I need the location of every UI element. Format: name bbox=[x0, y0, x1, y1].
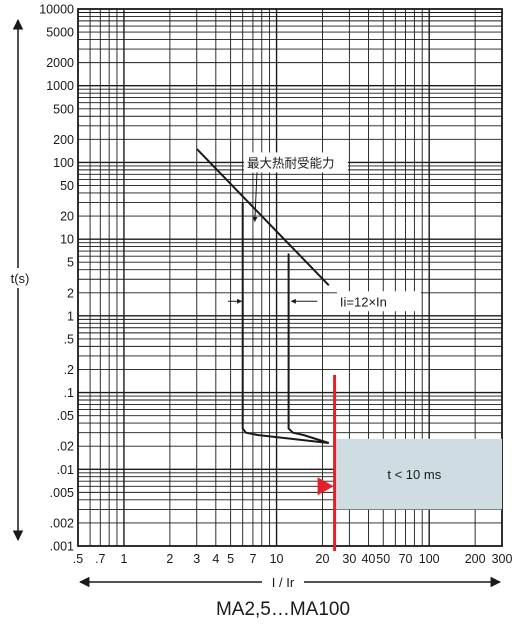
y-tick-label: .002 bbox=[50, 516, 74, 530]
y-tick-label: 100 bbox=[53, 156, 74, 170]
x-tick-label: 40 bbox=[361, 552, 375, 566]
red-arrow-marker bbox=[317, 477, 334, 496]
x-tick-label: 1 bbox=[120, 552, 127, 566]
y-tick-label: .1 bbox=[64, 386, 74, 400]
y-tick-label: .5 bbox=[64, 332, 74, 346]
y-tick-label: 2 bbox=[67, 286, 74, 300]
x-label-bg bbox=[262, 573, 304, 591]
y-tick-label: 200 bbox=[53, 133, 74, 147]
x-tick-label: 50 bbox=[376, 552, 390, 566]
y-tick-label: 500 bbox=[53, 102, 74, 116]
y-tick-label: .05 bbox=[57, 409, 74, 423]
y-tick-label: .2 bbox=[64, 363, 74, 377]
max-thermal-label: 最大热耐受能力 bbox=[247, 156, 335, 170]
x-tick-label: 30 bbox=[342, 552, 356, 566]
shaded-region bbox=[334, 438, 502, 510]
max-thermal-label-bg bbox=[243, 152, 348, 173]
y-tick-labels: 10000 5000 2000 1000 500 200 100 50 20 10 5 2 1 .5 .2.… bbox=[39, 3, 74, 554]
y-tick-label: 1000 bbox=[46, 79, 74, 93]
x-tick-label: 300 bbox=[492, 552, 513, 566]
curve-group bbox=[196, 148, 330, 444]
max-thermal-arrow bbox=[252, 172, 258, 222]
y-tick-label: .02 bbox=[57, 440, 74, 454]
x-tick-label: 70 bbox=[399, 552, 413, 566]
y-axis-label: t(s) bbox=[11, 271, 30, 286]
x-tick-label: 20 bbox=[316, 552, 330, 566]
y-tick-label: 20 bbox=[60, 210, 74, 224]
x-tick-label: 100 bbox=[419, 552, 440, 566]
x-axis-label: I / Ir bbox=[272, 575, 295, 590]
x-tick-label: 7 bbox=[249, 552, 256, 566]
y-tick-label: 1 bbox=[67, 309, 74, 323]
plot-grid bbox=[77, 8, 503, 547]
plot-frame bbox=[77, 8, 503, 547]
x-tick-label: 200 bbox=[465, 552, 486, 566]
x-tick-label: 4 bbox=[212, 552, 219, 566]
y-tick-label: 5000 bbox=[46, 26, 74, 40]
y-tick-label: .001 bbox=[50, 540, 74, 554]
y-tick-label: .01 bbox=[57, 463, 74, 477]
t-less-label: t < 10 ms bbox=[387, 467, 441, 482]
x-tick-labels: .5 .7 1 2 3 4 5 7 10 20 30 40 50 70 100 200 300 bbox=[73, 552, 513, 566]
y-tick-label: 10 bbox=[60, 233, 74, 247]
ii-label: Ii=12×In bbox=[340, 294, 387, 309]
ii-label-bg bbox=[336, 291, 421, 312]
y-tick-label: 2000 bbox=[46, 56, 74, 70]
y-tick-label: .005 bbox=[50, 486, 74, 500]
curve-line bbox=[241, 202, 329, 444]
x-tick-label: .7 bbox=[95, 552, 105, 566]
y-tick-label: 5 bbox=[67, 256, 74, 270]
x-tick-label: 10 bbox=[270, 552, 284, 566]
x-tick-label: 5 bbox=[227, 552, 234, 566]
y-label-bg bbox=[6, 268, 36, 288]
x-tick-label: 3 bbox=[193, 552, 200, 566]
x-tick-label: .5 bbox=[73, 552, 83, 566]
x-tick-label: 2 bbox=[166, 552, 173, 566]
chart-title: MA2,5…MA100 bbox=[216, 599, 350, 620]
curve-line bbox=[196, 148, 330, 286]
y-tick-label: 50 bbox=[60, 179, 74, 193]
curve-line bbox=[287, 253, 330, 444]
y-tick-label: 10000 bbox=[39, 3, 74, 17]
